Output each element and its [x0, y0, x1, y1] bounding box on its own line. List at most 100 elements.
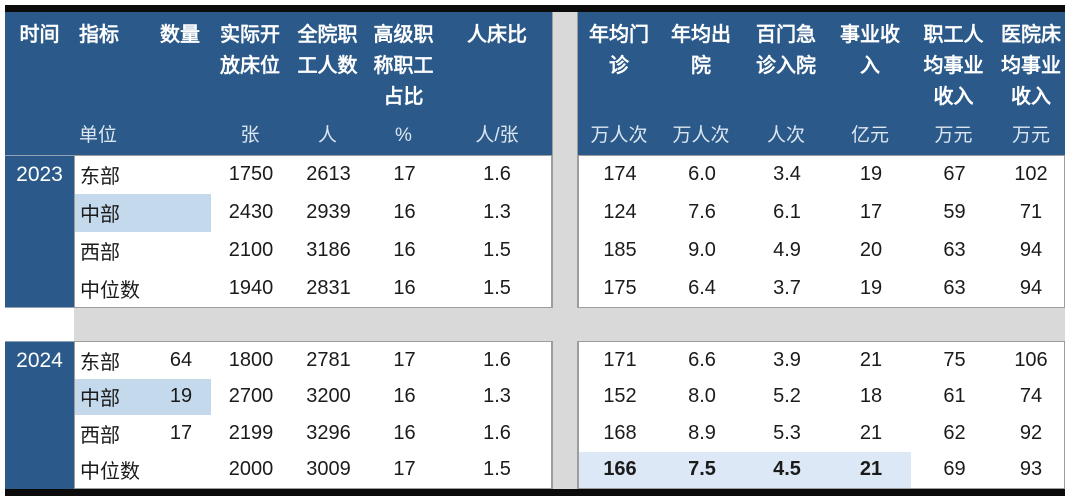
year-cell-2024: 2024 — [5, 341, 74, 489]
table-row: 中部 19 2700 3200 16 1.3 — [75, 378, 551, 415]
data-cell: 4.9 — [773, 238, 801, 261]
data-cell: 21 — [859, 348, 883, 371]
data-cell: 93 — [1019, 458, 1043, 481]
data-cell: 2939 — [306, 201, 351, 224]
indicator-cell: 西部 — [80, 241, 120, 264]
table-row: 174 6.0 3.4 19 67 102 — [579, 156, 1064, 194]
data-cell: 3.7 — [773, 276, 801, 299]
header-cell-staff-bed-ratio: 人床比 人/张 — [442, 12, 552, 155]
data-cell: 124 — [603, 201, 637, 224]
data-cell: 2831 — [306, 276, 351, 299]
data-cell: 17 — [393, 348, 416, 371]
quantity-cell — [151, 452, 211, 489]
header-unit: % — [395, 125, 412, 146]
indicator-cell: 中位数 — [80, 461, 140, 484]
data-cell: 168 — [603, 421, 637, 444]
data-cell: 71 — [1019, 201, 1043, 224]
table-row: 东部 64 1800 2781 17 1.6 — [75, 342, 551, 379]
data-block-2024-left: 东部 64 1800 2781 17 1.6 中部 19 2700 3200 1… — [74, 341, 552, 489]
table-row: 166 7.5 4.5 21 69 93 — [579, 451, 1064, 488]
indicator-cell-highlighted: 中部 — [75, 193, 151, 232]
indicator-cell-highlighted: 中部 — [75, 378, 151, 415]
data-cell: 3200 — [306, 385, 351, 408]
data-cell: 59 — [943, 201, 966, 224]
data-cell: 21 — [859, 421, 883, 444]
data-cell: 94 — [1019, 238, 1043, 261]
header-label: 年均门 诊 — [589, 24, 649, 77]
data-cell: 17 — [393, 458, 416, 481]
header-unit: 张 — [240, 125, 260, 146]
header-label: 实际开 放床位 — [220, 24, 280, 77]
data-cell: 1.3 — [483, 201, 511, 224]
header-unit: 人 — [317, 125, 337, 146]
year-label: 2023 — [16, 163, 63, 186]
data-cell: 3.9 — [773, 348, 801, 371]
indicator-cell: 中位数 — [80, 279, 140, 302]
table-row: 中位数 1940 2831 16 1.5 — [75, 269, 551, 307]
data-cell: 63 — [943, 238, 966, 261]
data-cell: 5.2 — [773, 385, 801, 408]
header-unit: 单位 — [79, 125, 118, 146]
header-cell-time: 时间 — [5, 12, 74, 155]
quantity-cell-highlighted: 19 — [151, 378, 211, 415]
quantity-cell-highlighted — [151, 193, 211, 232]
data-cell: 6.0 — [688, 163, 716, 186]
data-cell: 16 — [393, 276, 416, 299]
header-label: 职工人 均事业 收入 — [923, 24, 984, 108]
header-unit: 亿元 — [850, 125, 889, 146]
quantity-cell — [151, 232, 211, 270]
data-cell: 1.6 — [483, 348, 511, 371]
header-label: 高级职 称职工 占比 — [373, 24, 434, 108]
data-cell: 6.6 — [688, 348, 716, 371]
header-unit: 万人次 — [590, 125, 648, 146]
header-label: 医院床 均事业 收入 — [1001, 24, 1061, 108]
data-cell: 2781 — [306, 348, 351, 371]
indicator-cell: 东部 — [80, 166, 120, 189]
year-cell-2023: 2023 — [5, 155, 74, 308]
data-cell: 1940 — [228, 276, 274, 299]
data-cell: 3.4 — [773, 163, 801, 186]
data-cell: 174 — [603, 163, 637, 186]
header-cell-open-beds: 实际开 放床位 张 — [210, 12, 290, 155]
header-cell-revenue-per-staff: 职工人 均事业 收入 万元 — [910, 12, 997, 155]
table-row: 175 6.4 3.7 19 63 94 — [579, 269, 1064, 307]
data-cell: 3296 — [306, 421, 351, 444]
data-block-2023-left: 东部 1750 2613 17 1.6 中部 2430 2939 16 1.3 … — [74, 155, 552, 308]
block-divider-horizontal — [74, 308, 1065, 341]
header-cell-senior-ratio: 高级职 称职工 占比 % — [365, 12, 442, 155]
data-cell: 1.5 — [483, 276, 511, 299]
data-cell: 1800 — [228, 348, 274, 371]
header-cell-staff-count: 全院职 工人数 人 — [290, 12, 365, 155]
data-cell: 5.3 — [773, 421, 801, 444]
table-row: 124 7.6 6.1 17 59 71 — [579, 194, 1064, 232]
header-cell-quantity: 数量 — [150, 12, 210, 155]
data-cell: 6.1 — [773, 201, 801, 224]
data-cell: 74 — [1019, 385, 1043, 408]
section-divider-vertical — [552, 12, 578, 489]
indicator-cell: 东部 — [80, 351, 120, 374]
table-row: 西部 17 2199 3296 16 1.6 — [75, 415, 551, 452]
data-cell-highlighted: 4.5 — [743, 451, 831, 488]
data-cell: 9.0 — [688, 238, 716, 261]
data-cell: 63 — [943, 276, 966, 299]
data-cell: 2100 — [228, 238, 274, 261]
data-cell: 94 — [1019, 276, 1043, 299]
header-label: 指标 — [79, 24, 119, 46]
table-row: 中部 2430 2939 16 1.3 — [75, 193, 551, 232]
header-unit: 人次 — [766, 125, 805, 146]
data-cell: 2613 — [306, 163, 351, 186]
header-cell-revenue: 事业收 入 亿元 — [830, 12, 910, 155]
quantity-cell — [151, 156, 211, 194]
quantity-cell: 64 — [169, 348, 193, 371]
data-cell: 8.9 — [688, 421, 716, 444]
data-cell-highlighted: 166 — [579, 451, 661, 488]
header-left-section: 时间 指标 单位 数量 实际开 放床位 张 全院职 工人数 人 高级职 称职工 … — [5, 12, 552, 155]
data-cell: 2700 — [228, 385, 274, 408]
data-cell: 67 — [943, 163, 966, 186]
data-cell: 75 — [943, 348, 966, 371]
data-cell: 18 — [859, 385, 883, 408]
data-cell: 1.5 — [483, 458, 511, 481]
data-cell: 61 — [943, 385, 966, 408]
data-cell: 2430 — [228, 201, 274, 224]
